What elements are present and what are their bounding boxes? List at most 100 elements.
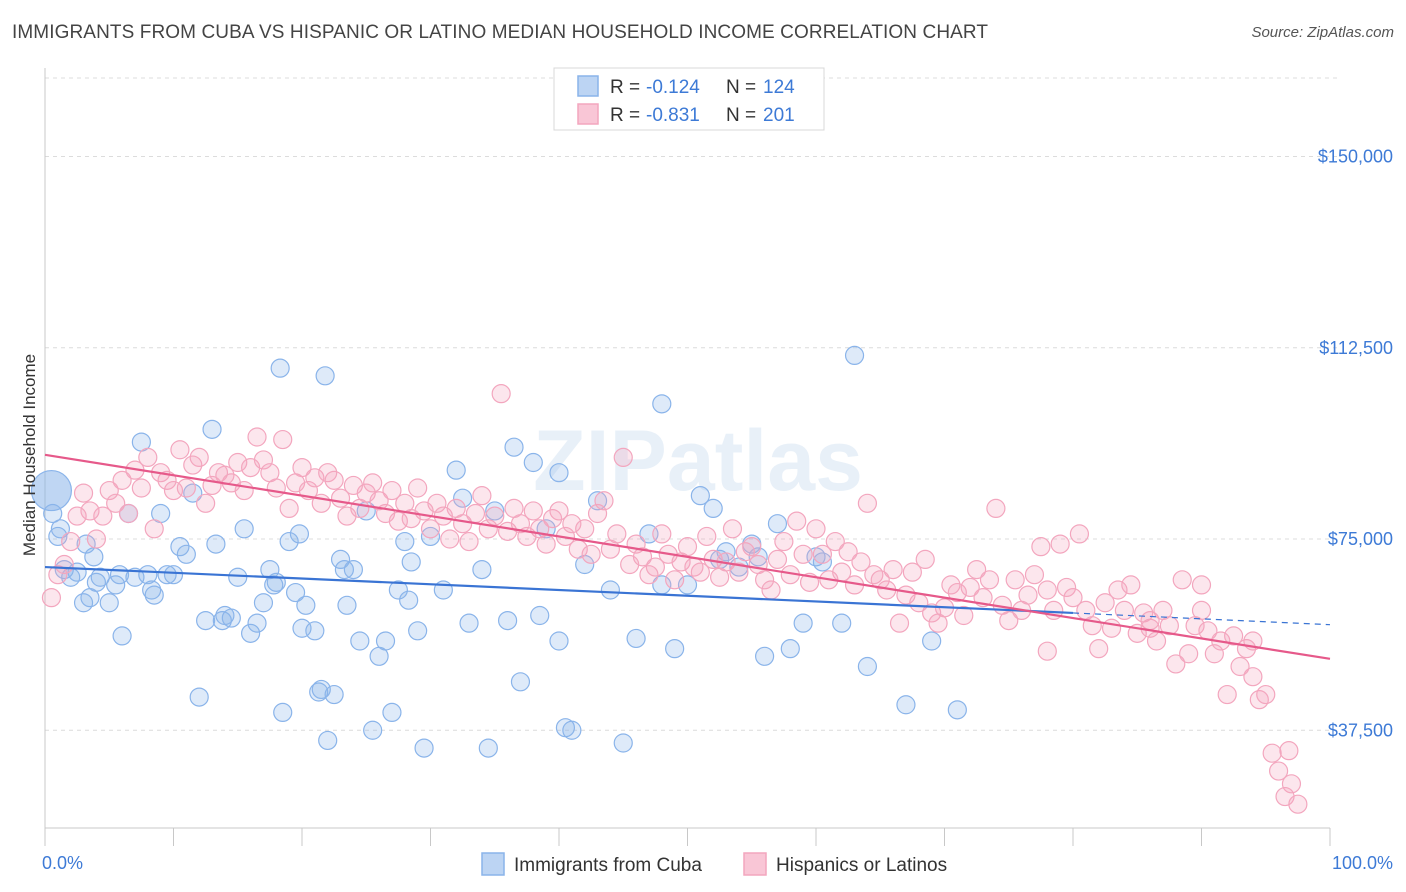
- cuba-point-21: [142, 580, 162, 600]
- hispanic-point-39: [292, 458, 312, 478]
- hispanic-point-143: [960, 577, 980, 598]
- hispanic-point-174: [1159, 616, 1179, 636]
- cuba-point-36: [228, 567, 248, 587]
- cuba-point-79: [478, 738, 498, 758]
- legend-r-label-hispanic: R =: [610, 105, 640, 126]
- hispanic-point-102: [697, 526, 717, 547]
- hispanic-point-77: [536, 534, 556, 554]
- cuba-point-22: [144, 585, 164, 605]
- cuba-point-50: [296, 595, 316, 615]
- hispanic-point-43: [318, 463, 338, 483]
- hispanic-point-134: [902, 562, 922, 582]
- cuba-point-61: [350, 631, 370, 651]
- hispanic-point-147: [986, 498, 1006, 518]
- chart-title: IMMIGRANTS FROM CUBA VS HISPANIC OR LATI…: [12, 22, 989, 43]
- hispanic-point-158: [1056, 577, 1077, 598]
- hispanic-point-141: [947, 582, 967, 603]
- hispanic-point-23: [189, 447, 209, 467]
- hispanic-point-20: [170, 440, 190, 460]
- cuba-point-77: [459, 613, 479, 633]
- hispanic-point-53: [382, 480, 402, 501]
- hispanic-point-59: [420, 519, 441, 539]
- hispanic-point-185: [1230, 656, 1250, 677]
- cuba-point-111: [844, 345, 865, 365]
- cuba-point-92: [600, 580, 621, 600]
- hispanic-point-136: [915, 549, 935, 570]
- hispanic-point-50: [363, 473, 383, 493]
- cuba-point-25: [163, 565, 184, 585]
- hispanic-point-12: [118, 503, 139, 524]
- hispanic-point-15: [138, 447, 158, 467]
- hispanic-point-112: [761, 580, 781, 600]
- cuba-point-76: [453, 488, 473, 508]
- hispanic-point-66: [465, 503, 486, 524]
- cuba-point-35: [221, 608, 241, 628]
- cuba-point-97: [665, 639, 685, 659]
- cuba-point-68: [395, 531, 415, 552]
- cuba-point-70: [401, 552, 421, 572]
- hispanic-point-21: [176, 478, 196, 498]
- cuba-point-65: [375, 631, 396, 651]
- hispanic-point-160: [1069, 524, 1090, 544]
- cuba-point-78: [472, 559, 492, 580]
- cuba-point-71: [408, 621, 428, 641]
- hispanic-point-36: [273, 429, 293, 450]
- cuba-point-16: [112, 626, 132, 646]
- cuba-point-13: [99, 593, 119, 613]
- hispanic-point-155: [1037, 580, 1057, 600]
- cuba-point-82: [504, 437, 524, 457]
- cuba-point-7: [73, 593, 94, 613]
- hispanic-point-70: [491, 384, 511, 404]
- cuba-point-84: [523, 452, 543, 473]
- cuba-point-66: [382, 702, 402, 723]
- hispanic-point-137: [922, 603, 942, 623]
- series-legend: Immigrants from Cuba Hispanics or Latino…: [481, 852, 947, 876]
- x-tick-labels: 0.0% 100.0%: [42, 853, 1393, 873]
- stats-legend: R = -0.124 N = 124 R = -0.831 N = 201: [553, 67, 825, 131]
- cuba-point-59: [337, 595, 357, 615]
- hispanic-point-132: [889, 613, 910, 633]
- hispanic-point-172: [1146, 631, 1167, 651]
- hispanic-point-106: [722, 519, 743, 539]
- legend-n-value-cuba: 124: [763, 77, 795, 98]
- series-cuba-points: [30, 345, 967, 758]
- cuba-trend-line-extension: [1072, 612, 1331, 626]
- hispanic-point-16: [144, 519, 164, 539]
- y-tick-label-0: $150,000: [1318, 147, 1393, 167]
- hispanic-point-109: [742, 537, 762, 557]
- cuba-point-67: [388, 580, 408, 600]
- hispanic-point-159: [1063, 588, 1083, 608]
- hispanic-point-92: [632, 547, 653, 567]
- hispanic-point-146: [979, 570, 1000, 590]
- cuba-point-30: [196, 610, 216, 631]
- cuba-point-96: [652, 394, 672, 414]
- cuba-point-72: [414, 738, 434, 758]
- cuba-point-107: [780, 639, 800, 659]
- hispanic-point-175: [1166, 654, 1186, 674]
- cuba-point-81: [498, 610, 518, 631]
- hispanic-point-88: [607, 524, 627, 544]
- hispanic-point-99: [677, 537, 698, 557]
- hispanic-point-179: [1191, 575, 1212, 595]
- hispanic-point-176: [1172, 570, 1192, 590]
- hispanic-point-64: [453, 514, 473, 534]
- cuba-point-83: [510, 672, 531, 692]
- hispanic-point-44: [324, 470, 344, 490]
- hispanic-point-62: [440, 529, 460, 549]
- hispanic-point-111: [754, 570, 775, 590]
- cuba-point-73: [420, 526, 441, 547]
- cuba-point-31: [202, 419, 222, 439]
- hispanic-point-168: [1121, 575, 1141, 595]
- hispanic-point-75: [523, 501, 543, 521]
- y-tick-labels: $150,000 $112,500 $75,000 $37,500: [1318, 147, 1393, 741]
- cuba-point-89: [562, 720, 582, 740]
- cuba-point-100: [703, 498, 723, 518]
- legend-swatch-cuba: [577, 75, 599, 97]
- cuba-point-105: [754, 646, 775, 666]
- cuba-point-37: [234, 519, 254, 539]
- hispanic-point-22: [183, 455, 203, 475]
- hispanic-point-117: [793, 544, 813, 564]
- hispanic-point-183: [1217, 684, 1237, 705]
- hispanic-point-116: [787, 511, 807, 531]
- hispanic-point-79: [549, 501, 569, 521]
